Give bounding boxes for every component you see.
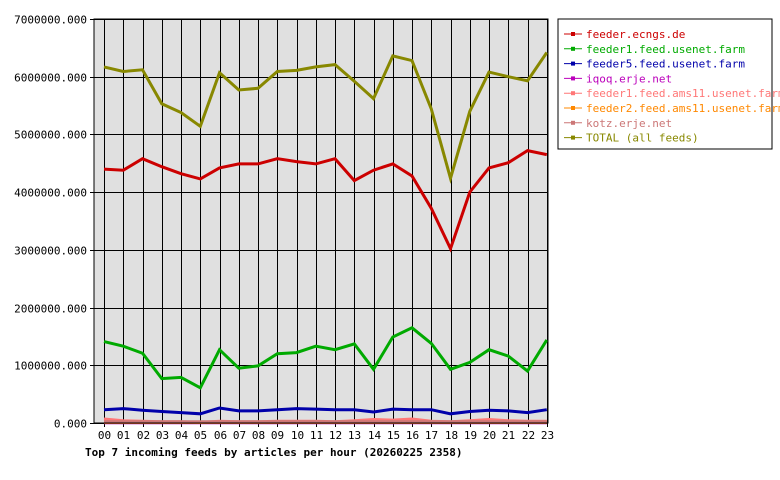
x-axis-ticks: 00 01 02 03 04 05 06 07 08 09 10 11 12 13 14 15 16 17 18 19… [98,423,554,442]
x-tick-label: 17 [425,429,438,442]
chart-title: Top 7 incoming feeds by articles per hou… [85,446,463,459]
x-tick-label: 15 [387,429,400,442]
x-tick-label: 07 [233,429,246,442]
legend-marker [571,32,575,36]
series-line-0 [103,149,548,253]
x-tick-label: 13 [348,429,361,442]
y-tick-label: 6000000.000 [14,72,87,85]
plot-frame [93,18,549,424]
x-tick-label: 23 [541,429,554,442]
legend-marker [571,120,575,125]
x-tick-label: 00 [98,429,111,442]
x-tick-label: 18 [445,429,458,442]
x-tick-label: 01 [117,429,130,442]
legend-marker [571,76,575,81]
x-tick-label: 19 [464,429,477,442]
y-axis-ticks: 0.000 1000000.000 2000000.000 3000000.000 40… [14,14,94,431]
x-tick-label: 14 [368,429,382,442]
legend-label: feeder1.feed.usenet.farm [586,43,745,56]
x-tick-label: 22 [522,429,535,442]
y-tick-label: 3000000.000 [14,245,87,258]
x-tick-label: 12 [329,429,342,442]
x-tick-label: 21 [502,429,515,442]
y-tick-label: 1000000.000 [14,360,87,373]
legend-marker [571,61,575,66]
x-tick-label: 02 [137,429,150,442]
y-tick-label: 7000000.000 [14,14,87,27]
legend-label: feeder.ecngs.de [586,28,685,41]
x-tick-label: 11 [310,429,323,442]
x-tick-label: 04 [175,429,189,442]
legend-box [557,18,773,150]
x-tick-label: 09 [271,429,284,442]
y-tick-label: 2000000.000 [14,303,87,316]
legend-marker [571,106,575,110]
y-tick-label: 4000000.000 [14,187,87,200]
x-tick-label: 16 [406,429,419,442]
legend-label: kotz.erje.net [586,117,672,130]
legend-label: TOTAL (all feeds) [586,132,699,145]
series-line-1 [103,326,549,390]
x-tick-label: 06 [214,429,227,442]
x-tick-label: 05 [194,429,207,442]
x-tick-label: 03 [156,429,169,442]
legend-marker [571,91,575,96]
y-tick-label: 0.000 [54,418,87,431]
legend: feeder.ecngs.de feeder1.feed.usenet.farm f… [564,28,780,145]
x-tick-label: 20 [483,429,496,442]
legend-label: feeder5.feed.usenet.farm [586,58,745,71]
legend-label: feeder1.feed.ams11.usenet.farm [586,87,780,100]
legend-label: iqoq.erje.net [586,72,672,85]
legend-label: feeder2.feed.ams11.usenet.farm [586,102,780,115]
legend-marker [571,135,575,140]
legend-marker [571,46,575,51]
y-tick-label: 5000000.000 [14,129,87,142]
x-tick-label: 10 [291,429,304,442]
plot-background [94,19,548,423]
series-line-2 [103,406,548,416]
x-tick-label: 08 [252,429,265,442]
series-line-7 [103,51,549,184]
